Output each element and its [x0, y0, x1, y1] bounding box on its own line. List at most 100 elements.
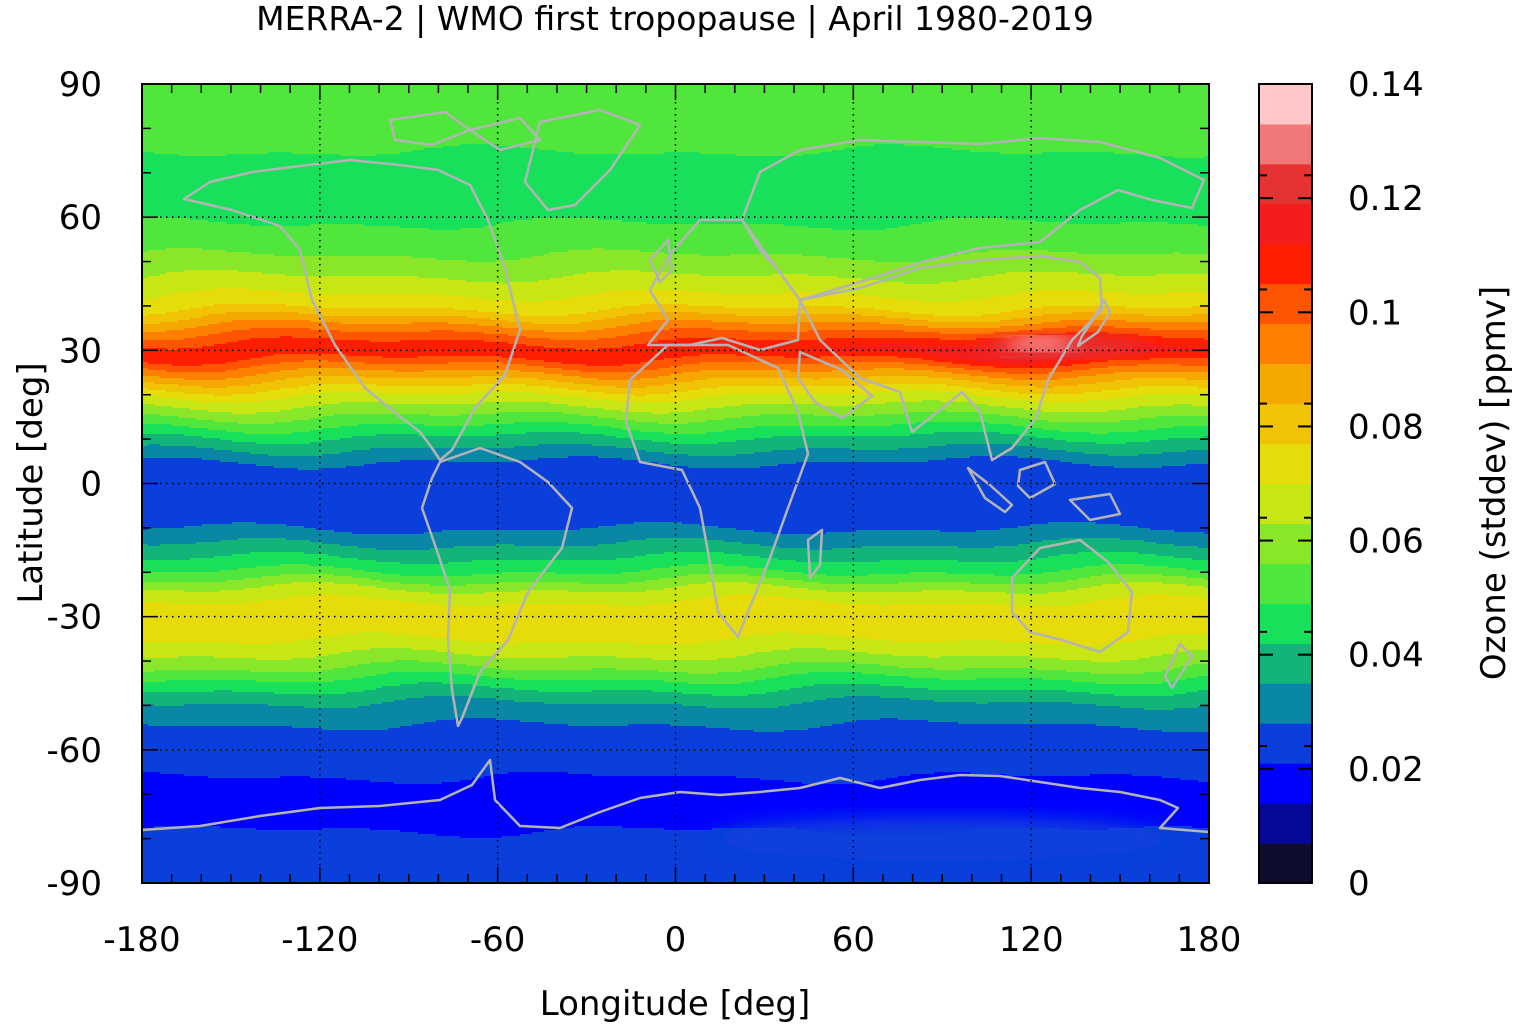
heatmap-cell [808, 276, 815, 293]
heatmap-cell [736, 224, 743, 255]
heatmap-cell [214, 604, 221, 643]
heatmap-cell [760, 558, 767, 569]
heatmap-cell [328, 636, 335, 655]
heatmap-cell [604, 328, 611, 339]
heatmap-cell [244, 154, 251, 225]
heatmap-cell [220, 590, 227, 605]
heatmap-cell [736, 356, 743, 363]
heatmap-cell [760, 370, 767, 379]
heatmap-cell [640, 680, 647, 691]
heatmap-cell [862, 260, 869, 281]
heatmap-cell [604, 318, 611, 329]
heatmap-cell [766, 364, 773, 371]
heatmap-cell [760, 708, 767, 733]
heatmap-cell [616, 704, 623, 727]
heatmap-cell [682, 224, 689, 255]
heatmap-cell [646, 370, 653, 379]
heatmap-cell [280, 642, 287, 661]
heatmap-cell [172, 582, 179, 591]
heatmap-cell [166, 590, 173, 603]
heatmap-cell [400, 378, 407, 387]
heatmap-cell [226, 378, 233, 387]
heatmap-cell [760, 634, 767, 653]
heatmap-cell [532, 338, 539, 347]
heatmap-cell [160, 682, 167, 693]
heatmap-cell [178, 604, 185, 643]
heatmap-cell [562, 404, 569, 415]
heatmap-cell [526, 282, 533, 303]
heatmap-cell [574, 592, 581, 605]
heatmap-cell [232, 370, 239, 379]
heatmap-cell [268, 830, 275, 883]
heatmap-cell [652, 402, 659, 415]
heatmap-cell [358, 706, 365, 731]
heatmap-cell [586, 340, 593, 351]
heatmap-cell [844, 258, 851, 279]
heatmap-cell [286, 256, 293, 277]
heatmap-cell [778, 224, 785, 255]
heatmap-cell [304, 294, 311, 307]
heatmap-cell [808, 154, 815, 229]
heatmap-cell [598, 372, 605, 381]
heatmap-cell [442, 548, 449, 565]
heatmap-cell [190, 348, 197, 367]
heatmap-cell [814, 426, 821, 437]
heatmap-cell [592, 392, 599, 401]
heatmap-cell [178, 392, 185, 401]
heatmap-cell [772, 224, 779, 255]
heatmap-cell [334, 636, 341, 655]
heatmap-cell [208, 270, 215, 291]
heatmap-cell [562, 324, 569, 333]
heatmap-cell [832, 258, 839, 277]
heatmap-cell [202, 380, 209, 389]
heatmap-cell [502, 774, 509, 837]
heatmap-cell [394, 550, 401, 563]
heatmap-cell [820, 672, 827, 685]
heatmap-cell [448, 330, 455, 341]
heatmap-cell [682, 706, 689, 727]
heatmap-cell [238, 554, 245, 569]
heatmap-cell [484, 392, 491, 403]
heatmap-cell [778, 596, 785, 633]
heatmap-cell [718, 378, 725, 387]
heatmap-cell [346, 156, 353, 225]
heatmap-cell [664, 152, 671, 225]
heatmap-cell [796, 156, 803, 227]
heatmap-cell [802, 314, 809, 323]
heatmap-cell [520, 148, 527, 221]
heatmap-cell [262, 304, 269, 313]
heatmap-cell [454, 370, 461, 379]
heatmap-cell [706, 354, 713, 363]
heatmap-cell [790, 572, 797, 581]
heatmap-cell [256, 672, 263, 683]
heatmap-cell [820, 426, 827, 437]
heatmap-cell [886, 310, 893, 319]
heatmap-cell [484, 144, 491, 227]
heatmap-cell [442, 606, 449, 639]
heatmap-cell [580, 398, 587, 407]
heatmap-cell [670, 660, 677, 673]
heatmap-cell [286, 552, 293, 565]
heatmap-cell [376, 632, 383, 649]
heatmap-cell [670, 328, 677, 341]
heatmap-cell [460, 640, 467, 655]
heatmap-cell [634, 658, 641, 671]
heatmap-cell [268, 152, 275, 227]
heatmap-cell [154, 348, 161, 365]
heatmap-cell [214, 658, 221, 671]
heatmap-cell [754, 362, 761, 371]
heatmap-cell [568, 642, 575, 657]
heatmap-cell [490, 592, 497, 607]
heatmap-cell [898, 530, 905, 547]
heatmap-cell [658, 432, 665, 443]
heatmap-cell [688, 674, 695, 685]
heatmap-cell [694, 644, 701, 661]
heatmap-cell [556, 368, 563, 375]
heatmap-cell [346, 368, 353, 377]
heatmap-cell [598, 292, 605, 311]
heatmap-cell [208, 460, 215, 525]
heatmap-cell [262, 434, 269, 445]
heatmap-cell [400, 648, 407, 661]
heatmap-cell [850, 394, 857, 407]
heatmap-cell [520, 546, 527, 561]
